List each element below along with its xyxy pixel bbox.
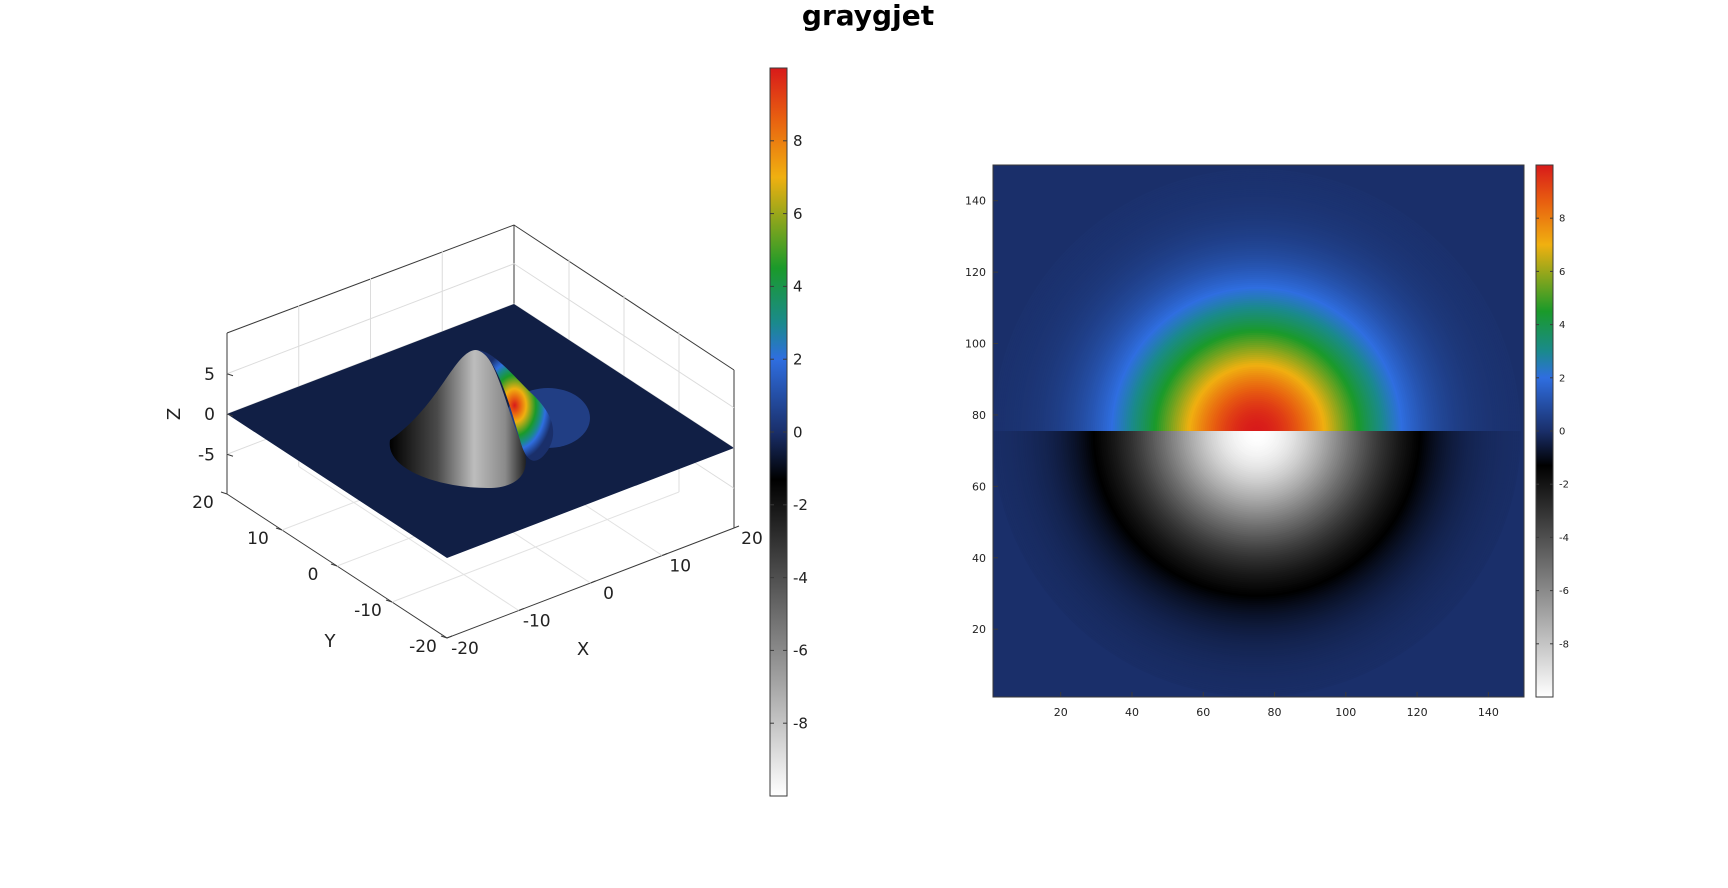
x-tick-label: 10 xyxy=(669,557,691,577)
heatmap-y-tick-label: 60 xyxy=(972,480,986,493)
heatmap-y-tick-label: 20 xyxy=(972,623,986,636)
colorbar-tick-label: 4 xyxy=(793,278,803,296)
surface-y-label: Y xyxy=(324,631,337,652)
heatmap-x-tick-label: 60 xyxy=(1196,706,1210,719)
heatmap-contour-band xyxy=(1254,431,1259,435)
colorbar-tick-label: -8 xyxy=(1559,639,1569,650)
heatmap-y-tick-label: 40 xyxy=(972,552,986,565)
y-tick xyxy=(220,491,228,495)
surface-bump-jet xyxy=(476,350,554,461)
colorbar-tick-label: 8 xyxy=(793,132,803,150)
colorbar-tick-label: 2 xyxy=(793,350,803,368)
heatmap-x-tick-label: 80 xyxy=(1268,706,1282,719)
heatmap-negative-half xyxy=(993,431,1521,697)
surface-z-label: Z xyxy=(164,408,185,420)
figure-title: graygjet xyxy=(802,0,934,32)
colorbar-tick-label: -6 xyxy=(1559,586,1569,597)
colorbar-tick-label: -2 xyxy=(1559,480,1569,491)
colorbar-tick-label: 0 xyxy=(1559,427,1565,438)
heatmap-contour-band xyxy=(1255,430,1258,431)
heatmap-x-tick-label: 20 xyxy=(1054,706,1068,719)
x-tick xyxy=(590,580,596,584)
y-tick xyxy=(275,527,283,531)
y-tick-label: 0 xyxy=(308,565,319,585)
surface-3d-tick-labels: -20 -10 0 10 20 -20 -10 0 10 20 -5 0 5 xyxy=(192,365,763,659)
z-tick xyxy=(226,373,234,377)
heatmap-x-tick-label: 100 xyxy=(1335,706,1356,719)
heatmap-x-tick-label: 140 xyxy=(1478,706,1499,719)
colorbar-tick-label: 8 xyxy=(1559,214,1565,225)
heatmap-axes: 20 40 60 80 100 120 140 20 40 60 80 100 120 140 xyxy=(965,164,1525,719)
x-tick-label: 20 xyxy=(741,529,763,549)
y-tick xyxy=(440,635,448,639)
heatmap-tick-labels: 20 40 60 80 100 120 140 20 40 60 80 100 120 140 xyxy=(965,195,1499,719)
x-tick xyxy=(446,635,453,639)
x-tick xyxy=(518,608,524,611)
surface-x-label: X xyxy=(577,639,589,660)
surface-3d-axes: -20 -10 0 10 20 -20 -10 0 10 20 -5 0 5 X Y Z xyxy=(164,224,763,660)
colorbar-tick-label: 0 xyxy=(793,423,803,441)
surface-bump-gray xyxy=(389,350,526,488)
z-tick-label: -5 xyxy=(198,445,215,465)
heatmap-y-tick-label: 80 xyxy=(972,409,986,422)
heatmap-x-tick-label: 120 xyxy=(1407,706,1428,719)
x-tick xyxy=(662,553,668,556)
x-tick-label: 0 xyxy=(603,584,614,604)
y-tick-label: 20 xyxy=(192,493,214,513)
y-tick-label: -20 xyxy=(409,637,437,657)
y-tick xyxy=(330,563,338,567)
z-tick-label: 5 xyxy=(204,365,215,385)
colorbar-tick-label: -4 xyxy=(793,569,808,587)
y-tick xyxy=(385,599,393,603)
y-tick-label: 10 xyxy=(247,529,269,549)
heatmap-positive-half xyxy=(993,168,1521,431)
z-tick xyxy=(226,453,234,457)
heatmap-frame xyxy=(992,164,1525,698)
x-tick-label: -20 xyxy=(451,639,479,659)
y-tick-label: -10 xyxy=(354,601,382,621)
colorbar-right: -8 -6 -4 -2 0 2 4 6 8 xyxy=(1535,164,1569,698)
grid-line xyxy=(226,263,735,409)
z-tick xyxy=(226,413,234,417)
colorbar-tick-label: -2 xyxy=(793,496,808,514)
x-tick-label: -10 xyxy=(523,612,551,632)
heatmap-y-tick-label: 140 xyxy=(965,195,986,208)
heatmap-y-tick-label: 100 xyxy=(965,338,986,351)
heatmap-y-tick-label: 120 xyxy=(965,266,986,279)
colorbar-left: -8 -6 -4 -2 0 2 4 6 8 xyxy=(769,67,808,797)
heatmap-contour-band xyxy=(1253,428,1261,431)
colorbar-tick-label: 4 xyxy=(1559,320,1565,331)
heatmap-x-tick-label: 40 xyxy=(1125,706,1139,719)
colorbar-tick-label: -4 xyxy=(1559,533,1569,544)
grid-line xyxy=(391,491,680,603)
colorbar-tick-label: 6 xyxy=(1559,267,1565,278)
colorbar-tick-label: -6 xyxy=(793,642,808,660)
z-tick-label: 0 xyxy=(204,405,215,425)
colorbar-tick-label: 2 xyxy=(1559,373,1565,384)
colorbar-tick-label: -8 xyxy=(793,714,808,732)
x-tick xyxy=(733,525,740,529)
colorbar-tick-label: 6 xyxy=(793,205,803,223)
